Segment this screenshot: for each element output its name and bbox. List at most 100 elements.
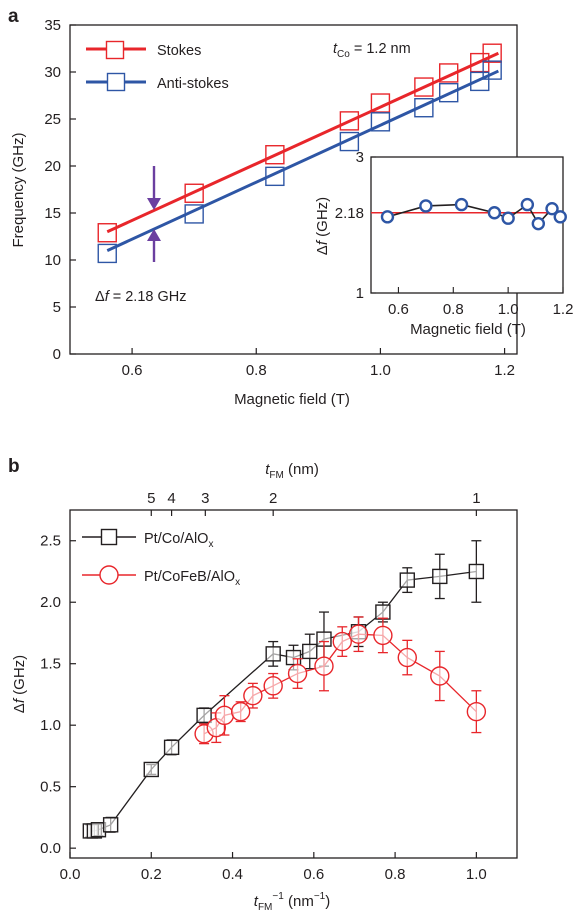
tco-t: t (333, 41, 338, 57)
top-xlabel-t: t (265, 461, 270, 478)
y-tick-label: 2.5 (40, 533, 61, 550)
coalo-point (285, 649, 302, 666)
cofeb-point (332, 631, 352, 652)
y-tick-label: 30 (44, 64, 61, 81)
y-tick-label: 25 (44, 111, 61, 128)
xlabel-unit-sup: −1 (314, 891, 326, 902)
chart-b-top-xlabel: tFM (nm) (265, 461, 319, 481)
coalo-series-line (90, 570, 477, 832)
x-tick-label: 1.0 (370, 362, 391, 379)
panel-label-b: b (8, 456, 20, 477)
x-tick-label: 1.2 (494, 362, 515, 379)
chart-b-ticks: 0.0 0.2 0.4 0.6 0.8 1.0 0.0 0.5 1.0 1.5 2.0 2.5 5 4 3 2… (40, 490, 487, 883)
y-tick-label: 20 (44, 158, 61, 175)
cofeb-point (348, 624, 369, 644)
inset-point (487, 206, 502, 220)
antistokes-point (184, 204, 204, 224)
stokes-point (414, 77, 434, 97)
top-xlabel-sub: FM (269, 470, 283, 481)
legend-cofeb-label: Pt/CoFeB/AlOx (144, 569, 240, 588)
xlabel-sub: FM (258, 902, 272, 913)
xlabel-unit: (nm (284, 893, 314, 910)
inset-x-tick-label: 0.8 (443, 301, 464, 318)
delta-f-rest: = 2.18 GHz (109, 289, 187, 305)
coalo-point (399, 572, 415, 588)
tco-sub: Co (337, 49, 350, 60)
legend-stokes-marker (105, 40, 125, 60)
inset-point (545, 201, 559, 216)
ylabel-f: f (11, 697, 28, 703)
legend-coalo-main: Pt/Co/AlO (144, 531, 208, 547)
y-tick-label: 0.5 (40, 779, 61, 796)
cofeb-point (466, 701, 487, 722)
chart-b-legend: Pt/Co/AlOx Pt/CoFeB/AlOx (82, 528, 240, 588)
chart-b-frame (69, 509, 518, 859)
legend-cofeb-sub: x (235, 577, 240, 588)
cofeb-point (263, 676, 283, 696)
x-tick-label: 0.6 (303, 866, 324, 883)
x-tick-label: 0.8 (246, 362, 267, 379)
inset-ylabel: Δf (GHz) (314, 197, 331, 255)
top-tick-label: 2 (269, 490, 277, 507)
x-tick-label: 0.0 (60, 866, 81, 883)
y-tick-label: 5 (53, 299, 61, 316)
inset-ylabel-sym: Δ (314, 245, 331, 255)
cofeb-point (230, 701, 251, 722)
chart-a-points (97, 43, 502, 264)
coalo-point (163, 739, 180, 756)
coalo-point (432, 568, 448, 585)
x-tick-label: 1.0 (466, 866, 487, 883)
y-tick-label: 1.5 (40, 656, 61, 673)
coalo-point (196, 707, 212, 724)
inset-data (371, 197, 567, 231)
antistokes-point (439, 82, 459, 103)
legend-stokes-label: Stokes (157, 43, 201, 59)
chart-a-legend: Stokes Anti-stokes (86, 40, 229, 92)
legend-coalo-marker (100, 528, 118, 546)
legend-cofeb-main: Pt/CoFeB/AlO (144, 569, 235, 585)
panel-a: a 0.6 0.8 1.0 1.2 0 5 10 15 20 25 30 35 Magnetic fi… (8, 6, 573, 408)
coalo-point (375, 604, 391, 620)
inset-ylabel-f: f (314, 239, 331, 245)
inset-xlabel: Magnetic field (T) (410, 321, 526, 338)
coalo-point (265, 646, 281, 662)
top-tick-label: 1 (472, 490, 480, 507)
cofeb-point (430, 666, 450, 686)
chart-b-ylabel: Δf (GHz) (11, 655, 28, 713)
x-tick-label: 0.6 (122, 362, 143, 379)
cofeb-point (373, 625, 393, 646)
y-tick-label: 0.0 (40, 840, 61, 857)
y-tick-label: 15 (44, 205, 61, 222)
stokes-point (439, 63, 459, 83)
x-tick-label: 0.2 (141, 866, 162, 883)
top-tick-label: 4 (167, 490, 175, 507)
antistokes-point (470, 71, 490, 92)
cofeb-point (243, 685, 263, 706)
inset-point (454, 197, 469, 212)
cofeb-point (314, 656, 334, 676)
chart-b-data (82, 540, 487, 839)
stokes-point (370, 93, 391, 113)
y-tick-label: 35 (44, 17, 61, 34)
xlabel-close: ) (325, 893, 330, 910)
arrow-down-head (147, 198, 161, 210)
xlabel-sup: −1 (272, 891, 284, 902)
delta-f-annotation: Δf = 2.18 GHz (95, 289, 187, 305)
legend-antistokes-marker (106, 72, 126, 92)
delta-f-f: f (105, 289, 111, 305)
legend-coalo-label: Pt/Co/AlOx (144, 531, 213, 550)
x-tick-label: 0.4 (222, 866, 243, 883)
tco-rest: = 1.2 nm (350, 41, 411, 57)
chart-a-xlabel: Magnetic field (T) (234, 391, 350, 408)
inset-ylabel-unit: (GHz) (314, 197, 331, 241)
chart-b-xlabel: tFM−1 (nm−1) (254, 891, 330, 913)
delta-f-arrows (147, 166, 161, 262)
panel-b: b 0.0 0.2 0.4 0.6 0.8 1.0 0.0 0.5 1.0 1.5 2.0 2.5 5 4… (8, 456, 518, 913)
top-xlabel-unit: (nm) (284, 461, 319, 478)
chart-a-inset: 0.6 0.8 1.0 1.2 1 2.18 3 Magnetic field (T) Δf… (314, 149, 573, 338)
inset-point (419, 199, 433, 213)
inset-y-tick-label: 2.18 (335, 205, 364, 222)
inset-frame (370, 156, 564, 294)
cofeb-point (397, 647, 417, 668)
